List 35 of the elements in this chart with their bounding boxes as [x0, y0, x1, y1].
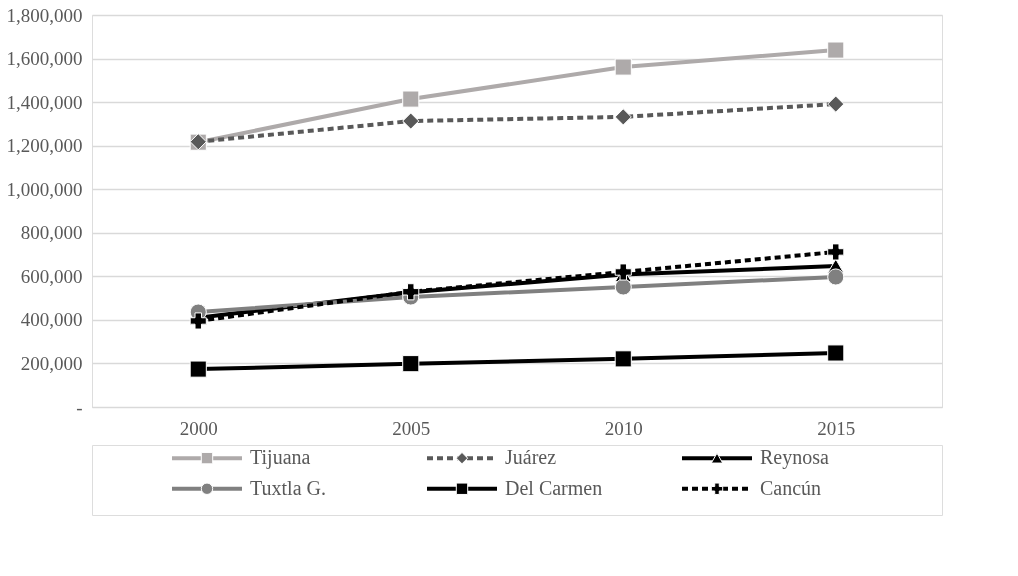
y-tick-label: 800,000	[20, 222, 83, 244]
y-tick-label: -	[76, 396, 83, 418]
point	[827, 243, 845, 261]
y-tick-label: 1,400,000	[6, 91, 83, 113]
legend-label: Tijuana	[250, 446, 311, 470]
point	[614, 108, 632, 126]
point	[827, 95, 845, 113]
point	[827, 268, 845, 286]
point	[827, 41, 845, 59]
legend-label: Del Carmen	[505, 476, 603, 499]
point	[189, 360, 207, 378]
y-tick-label: 1,600,000	[6, 48, 83, 70]
point	[614, 263, 632, 281]
point	[402, 355, 420, 373]
y-tick-label: 200,000	[20, 352, 83, 374]
legend-label: Tuxtla G.	[250, 476, 326, 499]
legend-label: Juárez	[505, 446, 557, 469]
y-tick-label: 400,000	[20, 309, 83, 331]
point	[402, 90, 420, 108]
x-tick-label: 2000	[179, 417, 218, 439]
y-tick-label: 1,800,000	[6, 4, 83, 26]
y-tick-label: 1,200,000	[6, 135, 83, 157]
point	[827, 344, 845, 362]
y-tick-label: 1,000,000	[6, 178, 83, 200]
x-tick-label: 2005	[392, 417, 431, 439]
point	[614, 58, 632, 76]
point	[614, 350, 632, 368]
x-tick-label: 2015	[817, 417, 856, 439]
legend-label: Reynosa	[760, 446, 829, 470]
x-tick-label: 2010	[604, 417, 643, 439]
point	[189, 312, 207, 330]
point	[614, 278, 632, 296]
point	[402, 112, 420, 130]
legend-label: Cancún	[760, 476, 822, 499]
y-tick-label: 600,000	[20, 265, 83, 287]
